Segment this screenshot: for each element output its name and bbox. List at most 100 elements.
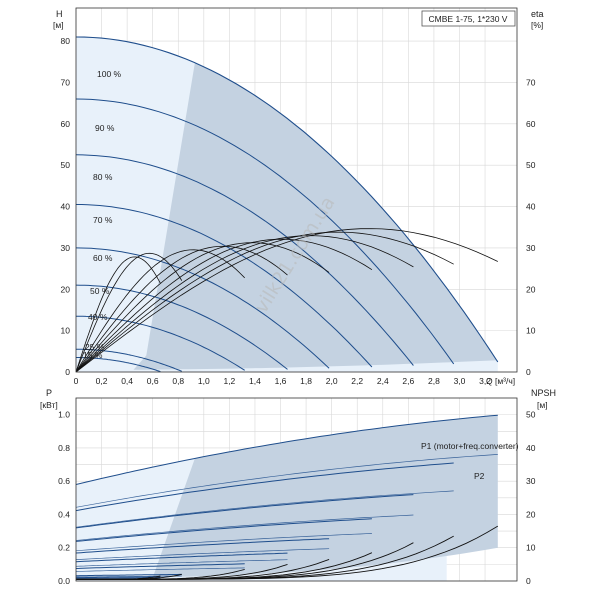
eta-tick-label: 20 — [526, 284, 536, 294]
eta-tick-label: 40 — [526, 202, 536, 212]
speed-label: 60 % — [93, 253, 113, 263]
head-tick-label: 10 — [61, 326, 71, 336]
eta-axis-unit: [%] — [531, 20, 543, 30]
eta-tick-label: 60 — [526, 119, 536, 129]
head-tick-label: 0 — [65, 367, 70, 377]
flow-tick-label: 0,2 — [96, 376, 108, 386]
npsh-tick-label: 20 — [526, 509, 536, 519]
speed-label: 80 % — [93, 172, 113, 182]
efficiency-curves — [76, 228, 498, 372]
flow-tick-label: 2,2 — [351, 376, 363, 386]
flow-tick-label: 0,8 — [172, 376, 184, 386]
npsh-axis-label: NPSH — [531, 388, 556, 398]
head-curve — [76, 315, 245, 371]
chart-title: CMBE 1-75, 1*230 V — [429, 14, 508, 24]
title-box — [421, 10, 516, 27]
p1-curve — [76, 576, 161, 579]
npsh-axis-unit: [м] — [537, 400, 548, 410]
eta-tick-label: 0 — [526, 367, 531, 377]
flow-tick-label: 0,6 — [147, 376, 159, 386]
p1-curve — [76, 518, 372, 542]
p2-curve — [76, 533, 372, 552]
speed-label: 15 % — [83, 350, 103, 360]
p2-curve — [76, 567, 245, 572]
head-tick-label: 50 — [61, 160, 71, 170]
npsh-tick-labels: 0 10 20 30 40 50 — [526, 410, 536, 586]
flow-tick-label: 0,4 — [121, 376, 133, 386]
power-axis-unit: [кВт] — [40, 400, 58, 410]
efficiency-curve — [76, 228, 498, 372]
flow-axis-label: Q [м³/ч] — [486, 376, 515, 386]
speed-label: 90 % — [95, 123, 115, 133]
head-axis-unit: [м] — [53, 20, 64, 30]
flow-tick-label: 1,2 — [223, 376, 235, 386]
speed-label: 40 % — [88, 312, 108, 322]
efficiency-curve — [76, 252, 183, 372]
p1-curve — [76, 462, 454, 512]
npsh-curve — [76, 575, 161, 580]
flow-tick-label: 2,4 — [377, 376, 389, 386]
npsh-tick-label: 50 — [526, 410, 536, 420]
p1-curve — [76, 494, 414, 529]
head-tick-label: 40 — [61, 202, 71, 212]
p1-series-label: P1 (motor+freq.converter) — [421, 441, 519, 451]
power-curves — [76, 414, 498, 579]
head-curve — [76, 98, 455, 365]
head-tick-label: 60 — [61, 119, 71, 129]
flow-tick-label: 1,8 — [300, 376, 312, 386]
npsh-curves — [76, 525, 499, 580]
efficiency-curve — [76, 245, 288, 372]
head-speed-curves — [76, 36, 499, 372]
p2-curve — [76, 490, 454, 528]
power-tick-label: 0.6 — [58, 476, 70, 486]
p2-curve — [76, 575, 182, 578]
power-axis-label: P — [46, 388, 52, 398]
npsh-tick-label: 0 — [526, 576, 531, 586]
efficiency-curve — [76, 249, 245, 372]
efficiency-curve — [76, 235, 414, 372]
flow-tick-label: 1,0 — [198, 376, 210, 386]
head-tick-label: 70 — [61, 77, 71, 87]
flow-tick-label: 2,8 — [428, 376, 440, 386]
efficiency-curve — [76, 242, 330, 372]
power-tick-label: 0.4 — [58, 509, 70, 519]
power-tick-labels: 0.0 0.2 0.4 0.6 0.8 1.0 — [58, 410, 70, 586]
power-tick-label: 0.8 — [58, 443, 70, 453]
p2-curve — [76, 548, 330, 560]
efficiency-curve — [76, 231, 454, 372]
flow-tick-label: 1,6 — [275, 376, 287, 386]
flow-tick-label: 3,2 — [479, 376, 491, 386]
head-curve — [76, 284, 288, 370]
speed-label: 25 % — [85, 342, 105, 352]
power-tick-label: 1.0 — [58, 410, 70, 420]
flow-tick-label: 1,4 — [249, 376, 261, 386]
p2-curve — [76, 559, 288, 567]
speed-label: 100 % — [97, 69, 122, 79]
head-curve — [76, 154, 414, 366]
eta-axis-label: eta — [531, 9, 544, 19]
speed-label: 50 % — [90, 286, 110, 296]
eta-tick-label: 50 — [526, 160, 536, 170]
npsh-tick-label: 40 — [526, 443, 536, 453]
efficiency-curve — [76, 256, 161, 372]
head-tick-label: 80 — [61, 36, 71, 46]
p2-curve — [76, 514, 414, 541]
head-curve — [76, 348, 182, 372]
speed-label: 70 % — [93, 215, 113, 225]
efficiency-curve — [76, 238, 373, 372]
npsh-tick-label: 30 — [526, 476, 536, 486]
speed-labels: 100 % 90 % 80 % 70 % 60 % 50 % 40 % 25 %15 % — [83, 69, 122, 360]
power-tick-label: 0.0 — [58, 576, 70, 586]
p1-curve — [76, 552, 288, 563]
power-panel-frame — [75, 397, 518, 582]
flow-tick-label: 2,6 — [402, 376, 414, 386]
p1-curve — [76, 563, 245, 569]
flow-tick-label: 2,0 — [326, 376, 338, 386]
eta-tick-label: 10 — [526, 326, 536, 336]
head-tick-labels: 0 10 20 30 40 50 60 70 80 — [61, 36, 71, 377]
eta-tick-label: 30 — [526, 243, 536, 253]
eta-tick-labels: 0 10 20 30 40 50 60 70 — [526, 77, 536, 377]
p2-curve — [76, 454, 498, 508]
head-tick-label: 30 — [61, 243, 71, 253]
